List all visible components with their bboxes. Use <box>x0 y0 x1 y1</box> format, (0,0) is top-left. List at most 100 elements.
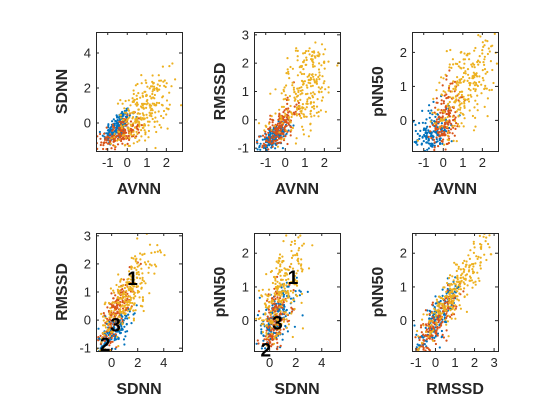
scatter-point <box>126 142 129 145</box>
scatter-point <box>127 134 130 138</box>
scatter-point <box>296 74 299 77</box>
scatter-point <box>130 124 133 127</box>
scatter-point <box>257 342 260 345</box>
scatter-point <box>305 63 308 66</box>
scatter-point <box>434 331 437 335</box>
scatter-point <box>445 112 448 116</box>
scatter-point <box>484 39 487 42</box>
scatter-point <box>438 81 441 84</box>
scatter-point <box>291 291 295 294</box>
scatter-point <box>270 128 273 131</box>
scatter-point <box>110 137 113 140</box>
scatter-point <box>460 77 463 81</box>
scatter-point <box>459 51 462 54</box>
scatter-point <box>174 78 177 81</box>
scatter-point <box>419 336 422 339</box>
scatter-point <box>136 140 139 143</box>
scatter-point <box>463 106 466 109</box>
scatter-point <box>134 295 137 298</box>
scatter-point <box>107 337 110 340</box>
scatter-point <box>262 142 265 145</box>
scatter-point <box>128 144 131 147</box>
scatter-point <box>129 307 132 310</box>
scatter-point <box>327 86 330 89</box>
scatter-point <box>265 318 268 321</box>
scatter-point <box>152 85 156 88</box>
scatter-point <box>453 124 456 127</box>
scatter-point <box>463 79 466 82</box>
scatter-point <box>463 117 466 120</box>
scatter-point <box>315 111 318 114</box>
scatter-point <box>421 136 424 139</box>
scatter-point <box>276 287 279 290</box>
scatter-point <box>286 142 289 146</box>
scatter-point <box>414 129 417 133</box>
scatter-point <box>130 265 133 268</box>
scatter-point <box>122 312 125 315</box>
scatter-point <box>456 274 459 277</box>
scatter-point <box>180 104 182 107</box>
scatter-point <box>106 306 109 309</box>
scatter-point <box>482 235 485 238</box>
scatter-point <box>317 75 320 79</box>
scatter-point <box>122 278 125 281</box>
scatter-point <box>134 126 137 129</box>
scatter-point <box>268 301 271 304</box>
scatter-point <box>275 267 278 270</box>
scatter-point <box>281 303 284 306</box>
scatter-point <box>111 129 114 132</box>
scatter-point <box>442 307 445 310</box>
scatter-point <box>268 293 272 296</box>
scatter-point <box>312 61 315 64</box>
scatter-point <box>302 113 305 116</box>
scatter-point <box>472 271 476 274</box>
scatter-point <box>286 296 289 299</box>
scatter-point <box>154 116 157 119</box>
scatter-point <box>468 82 471 85</box>
scatter-point <box>445 97 448 100</box>
scatter-point <box>267 319 270 322</box>
scatter-point <box>312 105 315 108</box>
scatter-point <box>300 86 303 89</box>
scatter-point <box>282 90 286 93</box>
scatter-point <box>440 76 443 79</box>
scatter-point <box>281 338 284 341</box>
scatter-point <box>268 141 271 144</box>
scatter-point <box>263 136 267 139</box>
scatter-point <box>461 90 464 93</box>
scatter-point <box>123 128 126 131</box>
scatter-point <box>445 329 448 332</box>
scatter-point <box>262 313 265 316</box>
scatter-point <box>270 142 273 145</box>
scatter-point <box>447 96 450 99</box>
y-axis-label: pNN50 <box>212 267 229 318</box>
scatter-point <box>417 335 420 338</box>
scatter-point <box>294 49 297 52</box>
scatter-point <box>153 120 156 123</box>
scatter-point <box>318 53 321 56</box>
scatter-point <box>457 84 460 87</box>
scatter-point <box>454 62 457 65</box>
scatter-point <box>257 310 261 313</box>
scatter-point <box>265 140 268 143</box>
scatter-point <box>144 282 147 285</box>
scatter-point <box>301 314 304 317</box>
scatter-point <box>143 252 146 255</box>
scatter-point <box>430 136 433 140</box>
scatter-point <box>280 291 283 294</box>
scatter-point <box>481 52 484 55</box>
scatter-point <box>435 321 438 324</box>
scatter-point <box>477 34 480 37</box>
scatter-point <box>290 256 294 259</box>
scatter-point <box>265 273 268 276</box>
scatter-point <box>413 140 416 144</box>
scatter-point <box>265 308 268 311</box>
scatter-point <box>424 349 427 351</box>
scatter-point <box>469 93 472 97</box>
scatter-point <box>292 254 295 257</box>
scatter-point <box>422 140 425 143</box>
scatter-point <box>129 285 132 288</box>
scatter-point <box>163 79 166 82</box>
scatter-point <box>279 121 282 124</box>
scatter-point <box>432 124 435 127</box>
